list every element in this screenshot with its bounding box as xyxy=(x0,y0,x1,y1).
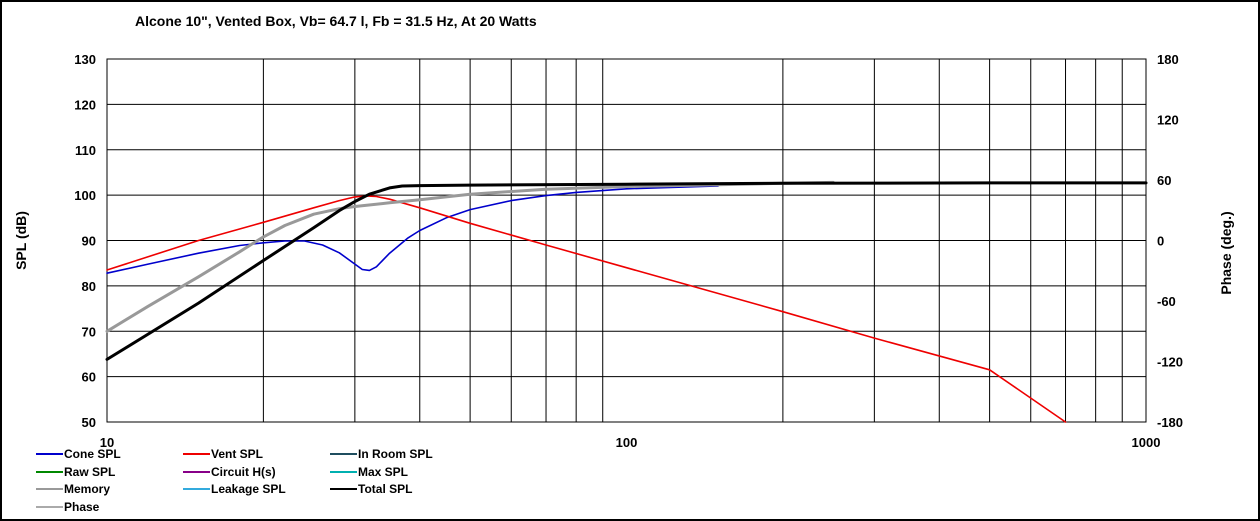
x-tick-label: 10 xyxy=(100,435,114,450)
y2-axis-title: Phase (deg.) xyxy=(1218,211,1234,294)
legend-label-cone-spl: Cone SPL xyxy=(64,447,121,461)
series-vent-spl-line xyxy=(106,195,1067,423)
legend-label-raw-spl: Raw SPL xyxy=(64,465,115,479)
x-tick-label: 1000 xyxy=(1132,435,1161,450)
axis-labels: 10 100 1000 50 60 70 80 90 100 110 120 130 -180 -120 -… xyxy=(74,52,1183,450)
y-tick-label: 100 xyxy=(74,188,96,203)
legend: Cone SPL Vent SPL In Room SPL Raw SPL Circui… xyxy=(36,447,433,514)
chart-title: Alcone 10", Vented Box, Vb= 64.7 l, Fb =… xyxy=(135,13,537,29)
y2-tick-label: -60 xyxy=(1157,294,1176,309)
series-total-spl-line xyxy=(105,181,1148,361)
y2-tick-label: -120 xyxy=(1157,355,1183,370)
legend-label-leakage-spl: Leakage SPL xyxy=(211,482,286,496)
legend-label-total-spl: Total SPL xyxy=(358,482,412,496)
series-cone-spl-line xyxy=(106,185,719,275)
legend-label-phase: Phase xyxy=(64,500,100,514)
y-tick-label: 80 xyxy=(82,279,96,294)
grid-layer xyxy=(107,59,1146,422)
legend-label-max-spl: Max SPL xyxy=(358,465,408,479)
series-memory-line xyxy=(105,180,835,333)
y2-tick-label: 180 xyxy=(1157,52,1179,67)
legend-label-circuit-h-s: Circuit H(s) xyxy=(211,465,276,479)
y-tick-label: 60 xyxy=(82,370,96,385)
y-tick-label: 50 xyxy=(82,415,96,430)
y-tick-label: 120 xyxy=(74,97,96,112)
legend-label-vent-spl: Vent SPL xyxy=(211,447,263,461)
y2-tick-label: 0 xyxy=(1157,234,1164,249)
y2-tick-label: 120 xyxy=(1157,113,1179,128)
legend-label-memory: Memory xyxy=(64,482,110,496)
legend-label-in-room-spl: In Room SPL xyxy=(358,447,433,461)
y-tick-label: 70 xyxy=(82,324,96,339)
series-layer xyxy=(105,180,1148,423)
y-tick-label: 90 xyxy=(82,234,96,249)
y2-tick-label: -180 xyxy=(1157,415,1183,430)
y2-tick-label: 60 xyxy=(1157,173,1171,188)
x-tick-label: 100 xyxy=(616,435,638,450)
plot-area xyxy=(106,58,1147,423)
y-tick-label: 110 xyxy=(75,143,96,158)
y-tick-label: 130 xyxy=(74,52,96,67)
y-axis-title: SPL (dB) xyxy=(13,211,29,270)
